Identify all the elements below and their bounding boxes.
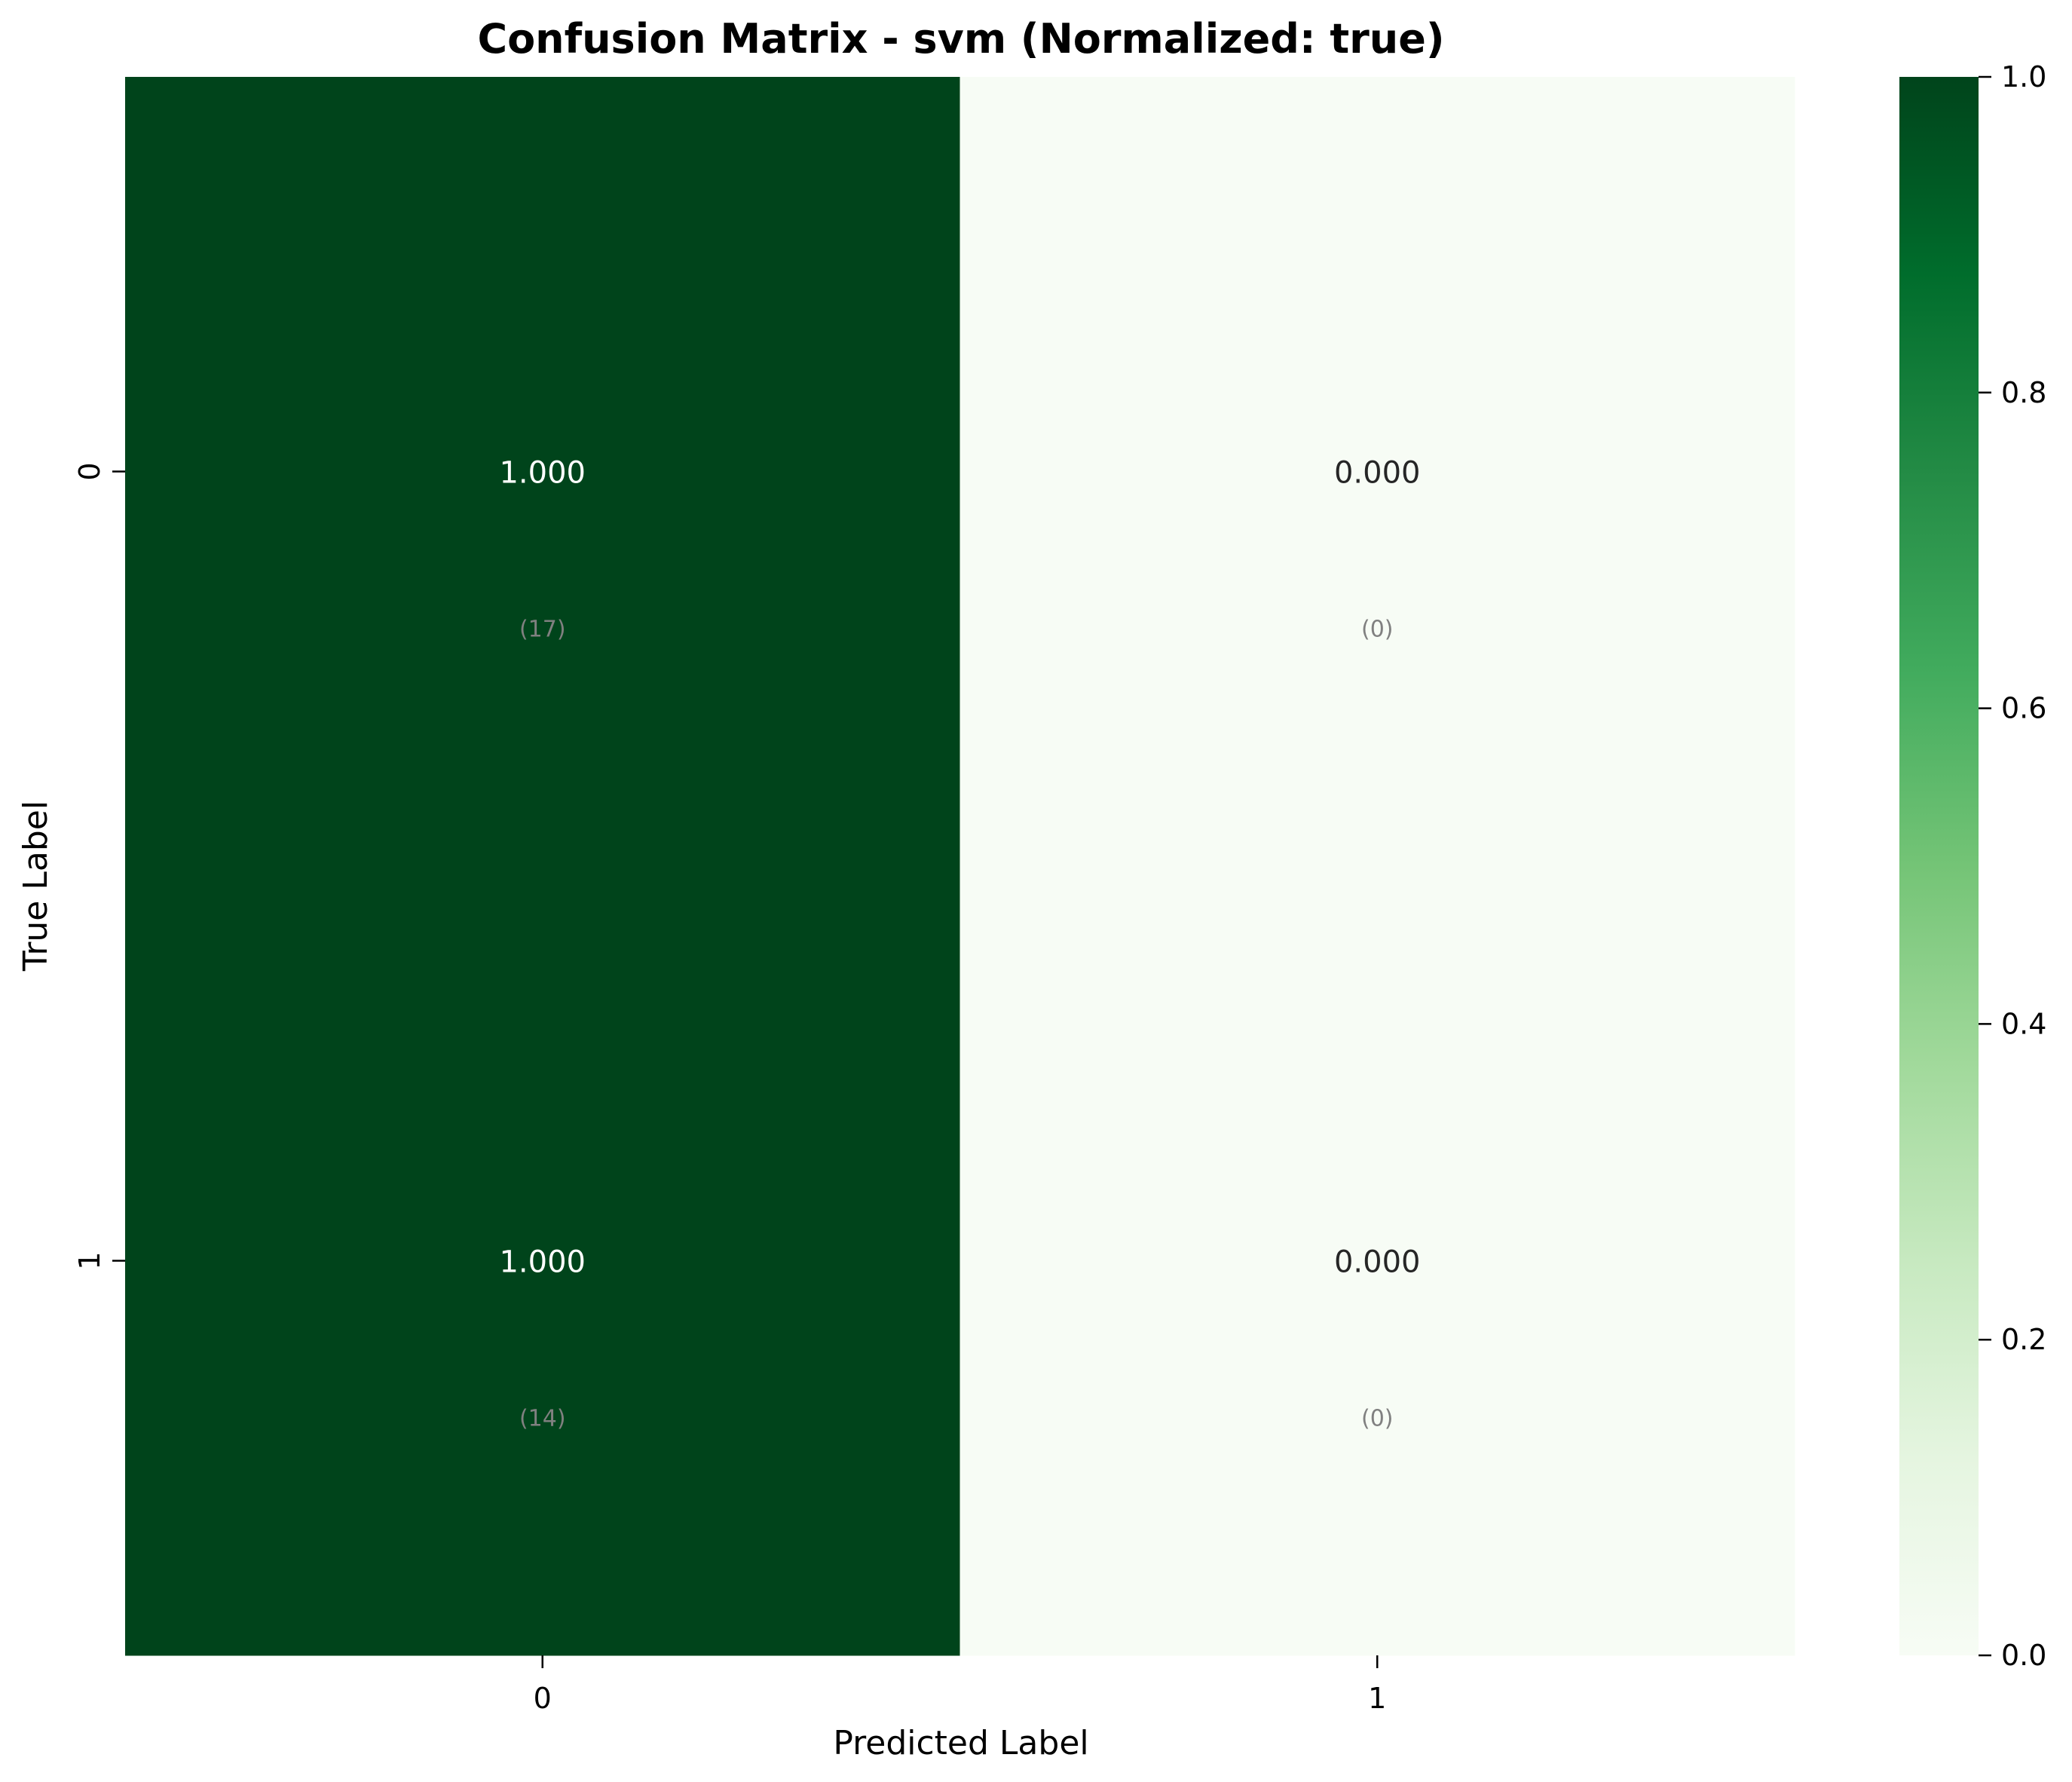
heatmap-cells xyxy=(125,77,1795,1656)
y-tick-label-1: 1 xyxy=(73,1251,106,1269)
x-tick-label-0: 0 xyxy=(534,1682,552,1715)
cell-value-label-r0-c1: 0.000 xyxy=(1334,456,1421,491)
cell-count-label-r1-c1: (0) xyxy=(1361,1406,1394,1432)
heatmap-cell-labels: 1.000 (17) 0.000 (0) 1.000 (14) 0.000 (0) xyxy=(499,456,1420,1432)
heatmap-cell-r1-c1 xyxy=(959,866,1795,1656)
x-axis-label: Predicted Label xyxy=(833,1724,1088,1762)
colorbar-tick-label-1: 0.2 xyxy=(2001,1323,2046,1356)
colorbar-gradient xyxy=(1899,77,1979,1655)
colorbar-tick-label-4: 0.8 xyxy=(2001,376,2046,409)
cell-value-label-r1-c1: 0.000 xyxy=(1334,1245,1421,1280)
y-tick-label-0: 0 xyxy=(73,462,106,480)
cell-value-label-r0-c0: 1.000 xyxy=(499,456,586,491)
heatmap-axes: 0 1 0 1 xyxy=(73,462,1386,1715)
cell-count-label-r0-c0: (17) xyxy=(519,617,566,643)
colorbar-tick-label-2: 0.4 xyxy=(2001,1007,2046,1040)
colorbar-tick-label-5: 1.0 xyxy=(2001,60,2046,93)
heatmap-cell-r1-c0 xyxy=(125,866,960,1656)
heatmap-cell-r0-c1 xyxy=(959,77,1795,867)
cell-value-label-r1-c0: 1.000 xyxy=(499,1245,586,1280)
x-tick-label-1: 1 xyxy=(1368,1682,1386,1715)
heatmap-cell-r0-c0 xyxy=(125,77,960,867)
chart-title: Confusion Matrix - svm (Normalized: true… xyxy=(477,15,1444,63)
colorbar: 0.0 0.2 0.4 0.6 0.8 1.0 xyxy=(1899,60,2046,1672)
cell-count-label-r1-c0: (14) xyxy=(519,1406,566,1432)
colorbar-tick-label-3: 0.6 xyxy=(2001,692,2046,725)
y-axis-label: True Label xyxy=(17,801,55,972)
cell-count-label-r0-c1: (0) xyxy=(1361,617,1394,643)
colorbar-tick-label-0: 0.0 xyxy=(2001,1639,2046,1672)
